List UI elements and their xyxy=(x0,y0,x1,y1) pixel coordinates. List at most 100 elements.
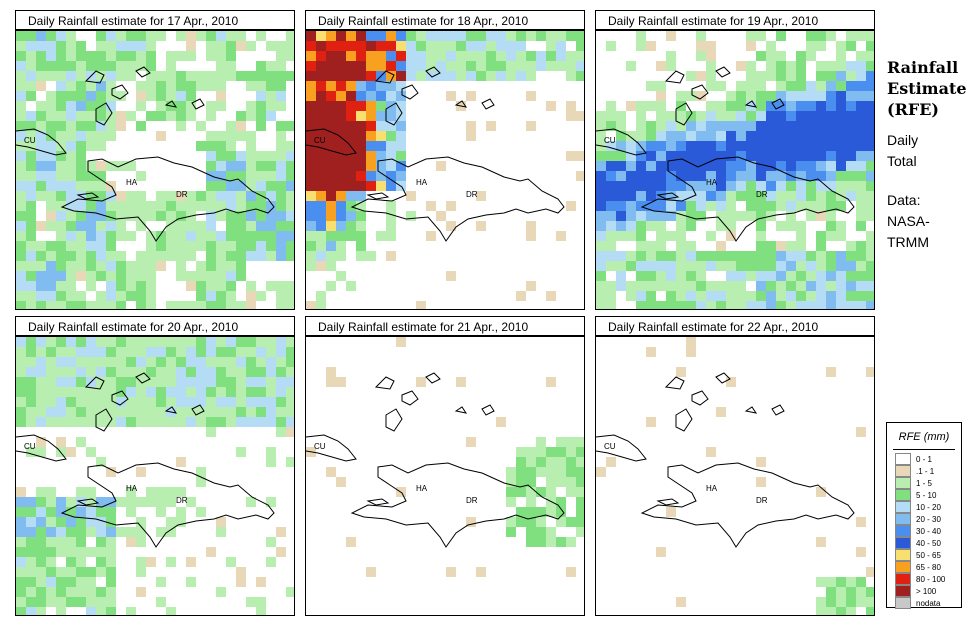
rainfall-cell xyxy=(336,477,346,487)
rainfall-cell xyxy=(706,281,716,291)
rainfall-cell xyxy=(666,281,676,291)
rainfall-cell xyxy=(396,141,406,151)
rainfall-cell xyxy=(26,81,36,91)
rainfall-cell xyxy=(106,407,116,417)
rainfall-cell xyxy=(246,231,256,241)
rainfall-cell xyxy=(46,357,56,367)
rainfall-cell xyxy=(286,367,294,377)
rainfall-cell xyxy=(616,111,626,121)
rainfall-cell xyxy=(246,241,256,251)
rainfall-cell xyxy=(316,181,326,191)
rainfall-cell xyxy=(66,241,76,251)
rainfall-cell xyxy=(66,61,76,71)
rainfall-cell xyxy=(846,111,856,121)
rainfall-cell xyxy=(626,281,636,291)
rainfall-cell xyxy=(376,91,386,101)
rainfall-cell xyxy=(506,41,516,51)
rainfall-cell xyxy=(676,281,686,291)
rainfall-cell xyxy=(596,111,606,121)
rainfall-cell xyxy=(66,497,76,507)
rainfall-cell xyxy=(536,467,546,477)
rainfall-cell xyxy=(166,517,176,527)
rainfall-cell xyxy=(156,81,166,91)
rainfall-cell xyxy=(266,347,276,357)
rainfall-cell xyxy=(736,271,746,281)
rainfall-cell xyxy=(326,171,336,181)
rainfall-cell xyxy=(206,31,216,41)
rainfall-cell xyxy=(106,387,116,397)
rainfall-cell xyxy=(26,71,36,81)
rainfall-cell xyxy=(866,231,874,241)
rainfall-cell xyxy=(146,557,156,567)
rainfall-cell xyxy=(136,367,146,377)
rainfall-cell xyxy=(256,211,266,221)
rainfall-cell xyxy=(156,337,166,347)
rainfall-cell xyxy=(806,161,816,171)
rainfall-cell xyxy=(156,71,166,81)
rainfall-cell xyxy=(186,191,196,201)
rainfall-cell xyxy=(376,51,386,61)
rainfall-cell xyxy=(386,141,396,151)
rainfall-cell xyxy=(746,251,756,261)
rainfall-cell xyxy=(176,357,186,367)
rainfall-cell xyxy=(156,251,166,261)
rainfall-cell xyxy=(346,101,356,111)
rainfall-cell xyxy=(746,91,756,101)
rainfall-cell xyxy=(526,467,536,477)
rainfall-cell xyxy=(276,417,286,427)
rainfall-cell xyxy=(596,221,606,231)
rainfall-cell xyxy=(116,347,126,357)
rainfall-cell xyxy=(176,367,186,377)
rainfall-cell xyxy=(136,347,146,357)
rainfall-cell xyxy=(706,447,716,457)
rainfall-cell xyxy=(656,281,666,291)
rainfall-cell xyxy=(516,71,526,81)
rainfall-cell xyxy=(226,71,236,81)
rainfall-cell xyxy=(16,161,26,171)
rainfall-cell xyxy=(446,41,456,51)
country-label: HA xyxy=(416,484,428,493)
rainfall-cell xyxy=(746,301,756,309)
country-label: CU xyxy=(604,136,616,145)
rainfall-cell xyxy=(356,151,366,161)
rainfall-cell xyxy=(676,111,686,121)
rainfall-cell xyxy=(166,71,176,81)
rainfall-cell xyxy=(56,437,66,447)
rainfall-cell xyxy=(76,171,86,181)
rainfall-cell xyxy=(746,211,756,221)
rainfall-cell xyxy=(206,367,216,377)
rainfall-cell xyxy=(256,607,266,615)
rainfall-cell xyxy=(196,31,206,41)
rainfall-cell xyxy=(96,367,106,377)
rainfall-cell xyxy=(676,251,686,261)
country-label: CU xyxy=(24,442,36,451)
rainfall-cell xyxy=(46,387,56,397)
rainfall-cell xyxy=(86,271,96,281)
rainfall-cell xyxy=(146,417,156,427)
rainfall-cell xyxy=(286,231,294,241)
rainfall-cell xyxy=(286,51,294,61)
rainfall-cell xyxy=(86,81,96,91)
rainfall-cell xyxy=(136,91,146,101)
rainfall-cell xyxy=(616,151,626,161)
rainfall-cell xyxy=(136,41,146,51)
coastline xyxy=(640,156,855,242)
rainfall-cell xyxy=(256,31,266,41)
rainfall-cell xyxy=(666,31,676,41)
rainfall-cell xyxy=(236,221,246,231)
rainfall-cell xyxy=(76,231,86,241)
rainfall-cell xyxy=(656,161,666,171)
rainfall-cell xyxy=(776,121,786,131)
rainfall-cell xyxy=(266,281,276,291)
rainfall-cell xyxy=(26,547,36,557)
rainfall-cell xyxy=(286,427,294,437)
rainfall-cell xyxy=(256,231,266,241)
rainfall-cell xyxy=(66,81,76,91)
rainfall-cell xyxy=(76,81,86,91)
rainfall-cell xyxy=(776,131,786,141)
sidebar-data-source: Data: NASA- TRMM xyxy=(887,190,930,253)
rainfall-cell xyxy=(216,367,226,377)
rainfall-cell xyxy=(246,201,256,211)
rainfall-cell xyxy=(206,141,216,151)
rainfall-cell xyxy=(146,397,156,407)
